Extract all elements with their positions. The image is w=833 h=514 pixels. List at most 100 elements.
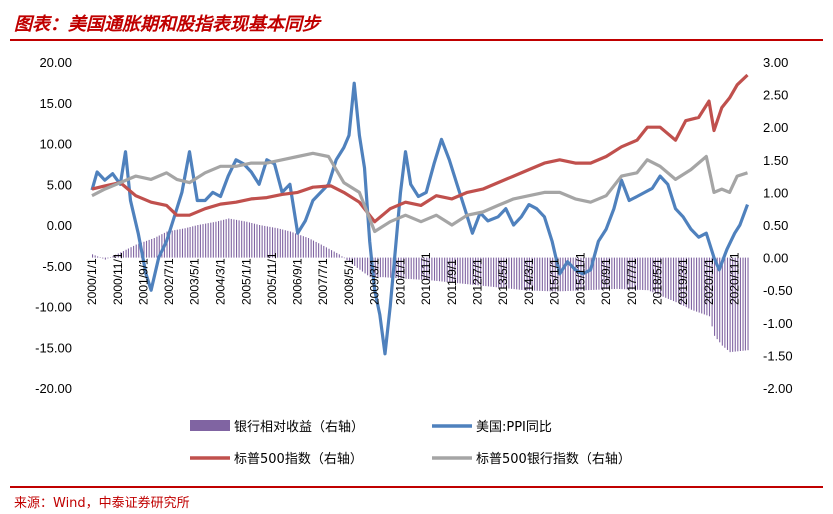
bar-relative-return xyxy=(714,257,716,336)
bar-relative-return xyxy=(359,257,361,270)
bar-relative-return xyxy=(325,247,327,258)
bar-relative-return xyxy=(336,252,338,258)
bar-relative-return xyxy=(495,257,497,288)
x-tick-label: 2000/1/1 xyxy=(85,258,99,305)
bar-relative-return xyxy=(205,223,207,258)
bar-relative-return xyxy=(166,231,168,258)
bar-relative-return xyxy=(719,257,721,343)
bar-relative-return xyxy=(331,250,333,258)
bar-relative-return xyxy=(302,236,304,258)
bar-relative-return xyxy=(236,219,238,258)
x-axis: 2000/1/1 2000/11/1 2001/9/1 2002/7/1 2003/5/… xyxy=(85,252,742,305)
bar-relative-return xyxy=(238,220,240,258)
bar-relative-return xyxy=(374,257,376,278)
bar-relative-return xyxy=(120,252,122,258)
bar-relative-return xyxy=(487,257,490,287)
right-tick-label: -1.00 xyxy=(763,316,793,331)
left-tick-label: 10.00 xyxy=(39,137,72,152)
bar-relative-return xyxy=(125,249,127,258)
bar-relative-return xyxy=(631,257,633,290)
bar-relative-return xyxy=(708,257,711,317)
legend-swatch-bar xyxy=(190,420,230,431)
right-tick-label: 0.50 xyxy=(763,218,788,233)
bar-relative-return xyxy=(104,257,106,260)
bar-relative-return xyxy=(726,257,729,350)
bar-relative-return xyxy=(408,257,410,279)
x-tick-label: 2012/7/1 xyxy=(471,258,485,305)
bar-relative-return xyxy=(608,257,610,290)
bar-relative-return xyxy=(156,236,158,258)
bar-relative-return xyxy=(552,257,554,292)
bar-relative-return xyxy=(158,235,160,258)
x-tick-label: 2013/5/1 xyxy=(496,258,510,305)
bar-relative-return xyxy=(678,257,680,304)
bar-relative-return xyxy=(361,257,364,272)
bar-relative-return xyxy=(241,220,243,258)
x-tick-label: 2020/1/1 xyxy=(702,258,716,305)
bar-relative-return xyxy=(215,221,217,258)
bar-relative-return xyxy=(729,257,731,353)
bar-relative-return xyxy=(94,255,96,258)
bar-relative-return xyxy=(554,257,556,292)
bar-relative-return xyxy=(395,257,397,279)
bar-relative-return xyxy=(117,253,119,258)
bar-relative-return xyxy=(169,231,171,258)
bar-relative-return xyxy=(498,257,500,288)
bar-relative-return xyxy=(264,225,266,258)
bar-relative-return xyxy=(122,251,125,258)
bar-relative-return xyxy=(696,257,698,312)
x-tick-label: 2006/9/1 xyxy=(291,258,305,305)
chart-title: 图表：美国通胀期和股指表现基本同步 xyxy=(14,14,320,35)
x-tick-label: 2004/3/1 xyxy=(214,258,228,305)
bar-relative-return xyxy=(721,257,723,346)
bar-relative-return xyxy=(287,230,289,258)
bar-relative-return xyxy=(647,257,649,291)
bar-relative-return xyxy=(493,257,495,287)
bar-relative-return xyxy=(588,257,590,291)
bar-relative-return xyxy=(626,257,628,290)
bar-relative-return xyxy=(220,220,222,258)
bar-relative-return xyxy=(181,228,184,258)
bar-relative-return xyxy=(557,257,559,292)
bar-relative-return xyxy=(292,232,294,258)
bar-relative-return xyxy=(562,257,564,292)
bar-relative-return xyxy=(703,257,705,315)
bar-relative-return xyxy=(184,228,186,258)
bar-relative-return xyxy=(390,257,392,278)
bar-relative-return xyxy=(148,239,150,258)
bar-relative-return xyxy=(536,257,538,291)
bar-relative-return xyxy=(279,228,281,258)
left-tick-label: 20.00 xyxy=(39,55,72,70)
bar-relative-return xyxy=(405,257,407,279)
bar-relative-return xyxy=(397,257,399,279)
bar-relative-return xyxy=(349,257,351,263)
bar-relative-return xyxy=(230,218,232,258)
bar-relative-return xyxy=(251,223,253,258)
bar-relative-return xyxy=(680,257,682,305)
bar-relative-return xyxy=(246,221,248,258)
bar-relative-return xyxy=(210,222,212,258)
bar-relative-return xyxy=(346,257,348,261)
bar-relative-return xyxy=(223,219,225,258)
bar-relative-return xyxy=(732,257,734,352)
bar-relative-return xyxy=(130,247,132,258)
bar-relative-return xyxy=(328,248,330,258)
bar-relative-return xyxy=(438,257,441,282)
bar-relative-return xyxy=(734,257,736,352)
bar-relative-return xyxy=(572,257,574,291)
left-axis: 20.00 15.00 10.00 5.00 0.00 -5.00 -10.00 -15.00… xyxy=(35,55,72,396)
x-tick-label: 2009/3/1 xyxy=(368,258,382,305)
bar-relative-return xyxy=(521,257,523,290)
bar-relative-return xyxy=(305,237,307,258)
bar-relative-return xyxy=(194,225,196,258)
bar-relative-return xyxy=(528,257,530,291)
bar-relative-return xyxy=(367,257,369,276)
bar-relative-return xyxy=(526,257,528,291)
bar-relative-return xyxy=(410,257,412,280)
x-tick-label: 2015/1/1 xyxy=(548,258,562,305)
bar-relative-return xyxy=(649,257,652,292)
x-tick-label: 2007/7/1 xyxy=(316,258,330,305)
right-axis: 3.00 2.50 2.00 1.50 1.00 0.50 0.00 -0.50 -1.00 -1… xyxy=(763,55,793,396)
